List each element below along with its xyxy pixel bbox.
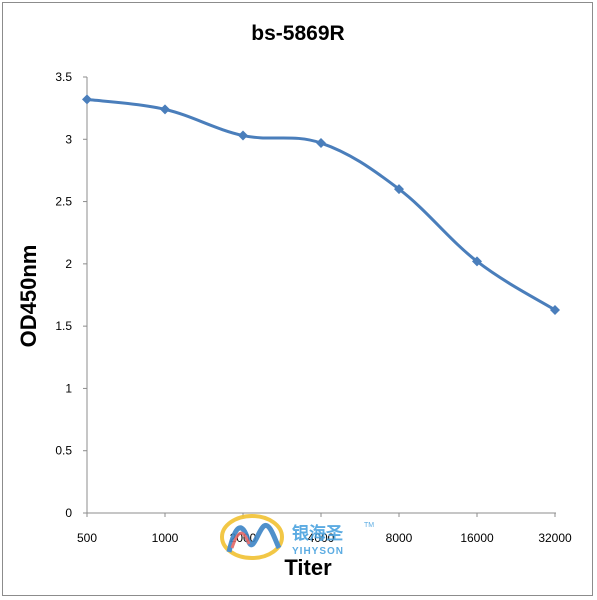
- watermark-brand-en: YIHYSON: [292, 546, 344, 557]
- y-tick-label: 0: [65, 506, 72, 520]
- data-point-marker: [82, 94, 92, 105]
- chart-title: bs-5869R: [251, 22, 344, 45]
- x-tick-label: 32000: [538, 531, 572, 545]
- y-tick-label: 0.5: [55, 444, 72, 458]
- watermark-brand-cn: 银海圣: [292, 523, 344, 544]
- y-tick-label: 2.5: [55, 195, 72, 209]
- x-tick-label: 4000: [308, 531, 335, 545]
- y-tick-label: 3.5: [55, 70, 72, 84]
- watermark-trademark: TM: [364, 522, 374, 529]
- watermark-logo: 银海圣 TM YIHYSON: [220, 514, 374, 560]
- x-axis-ticks: 500 1000 2000 4000 8000 16000 32000: [77, 513, 572, 545]
- x-tick-label: 1000: [152, 531, 179, 545]
- y-tick-label: 1: [65, 381, 72, 395]
- y-axis-label: OD450nm: [16, 245, 41, 348]
- data-point-marker: [394, 184, 404, 195]
- data-point-marker: [472, 256, 482, 267]
- y-tick-label: 2: [65, 257, 72, 271]
- data-point-marker: [550, 304, 560, 315]
- data-point-marker: [316, 138, 326, 149]
- y-axis-ticks: 0 0.5 1 1.5 2 2.5 3 3.5: [55, 70, 87, 520]
- y-tick-label: 1.5: [55, 319, 72, 333]
- y-tick-label: 3: [65, 132, 72, 146]
- series-markers: [82, 94, 560, 315]
- data-point-marker: [238, 130, 248, 141]
- x-axis-label: Titer: [284, 555, 332, 580]
- wave-logo-icon: [220, 514, 284, 560]
- x-tick-label: 16000: [460, 531, 494, 545]
- series-line: [85, 97, 557, 312]
- data-point-marker: [160, 104, 170, 115]
- x-tick-label: 8000: [386, 531, 413, 545]
- x-tick-label: 500: [77, 531, 97, 545]
